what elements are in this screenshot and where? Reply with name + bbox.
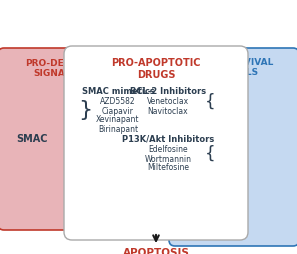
Text: Navitoclax: Navitoclax: [148, 106, 188, 116]
Text: Miltefosine: Miltefosine: [147, 164, 189, 172]
Text: BCL-2: BCL-2: [205, 112, 235, 120]
Text: {: {: [205, 93, 215, 111]
Text: BCL-Xₗ: BCL-Xₗ: [206, 178, 234, 186]
FancyBboxPatch shape: [0, 48, 130, 230]
FancyBboxPatch shape: [169, 48, 297, 246]
Text: Wortmannin: Wortmannin: [145, 154, 192, 164]
Text: PRO-SURVIVAL
SIGNALS: PRO-SURVIVAL SIGNALS: [198, 58, 274, 77]
Text: BCL-W: BCL-W: [206, 184, 234, 194]
Text: {: {: [205, 145, 215, 163]
Text: PI3K/Akt: PI3K/Akt: [198, 147, 242, 155]
Text: Venetoclax: Venetoclax: [147, 98, 189, 106]
Text: A1: A1: [214, 192, 226, 200]
FancyBboxPatch shape: [64, 46, 248, 240]
Text: P13K/Akt Inhibitors: P13K/Akt Inhibitors: [122, 135, 214, 144]
Text: }: }: [78, 100, 92, 119]
Text: PRO-APOPTOTIC
DRUGS: PRO-APOPTOTIC DRUGS: [111, 58, 201, 80]
Text: PRO-DEATH
SIGNALS: PRO-DEATH SIGNALS: [26, 59, 84, 78]
Text: SMAC mimetics: SMAC mimetics: [82, 87, 154, 96]
Text: BCL-2 Inhibitors: BCL-2 Inhibitors: [130, 87, 206, 96]
Text: Ciapavir: Ciapavir: [102, 106, 134, 116]
Text: SMAC: SMAC: [16, 134, 48, 144]
Text: Mcl-1: Mcl-1: [208, 198, 232, 208]
Text: APOPTOSIS: APOPTOSIS: [123, 248, 189, 254]
Text: Edelfosine: Edelfosine: [148, 146, 188, 154]
Text: AZD5582: AZD5582: [100, 98, 136, 106]
Text: Birinapant: Birinapant: [98, 124, 138, 134]
Text: Xevinapant: Xevinapant: [96, 116, 140, 124]
